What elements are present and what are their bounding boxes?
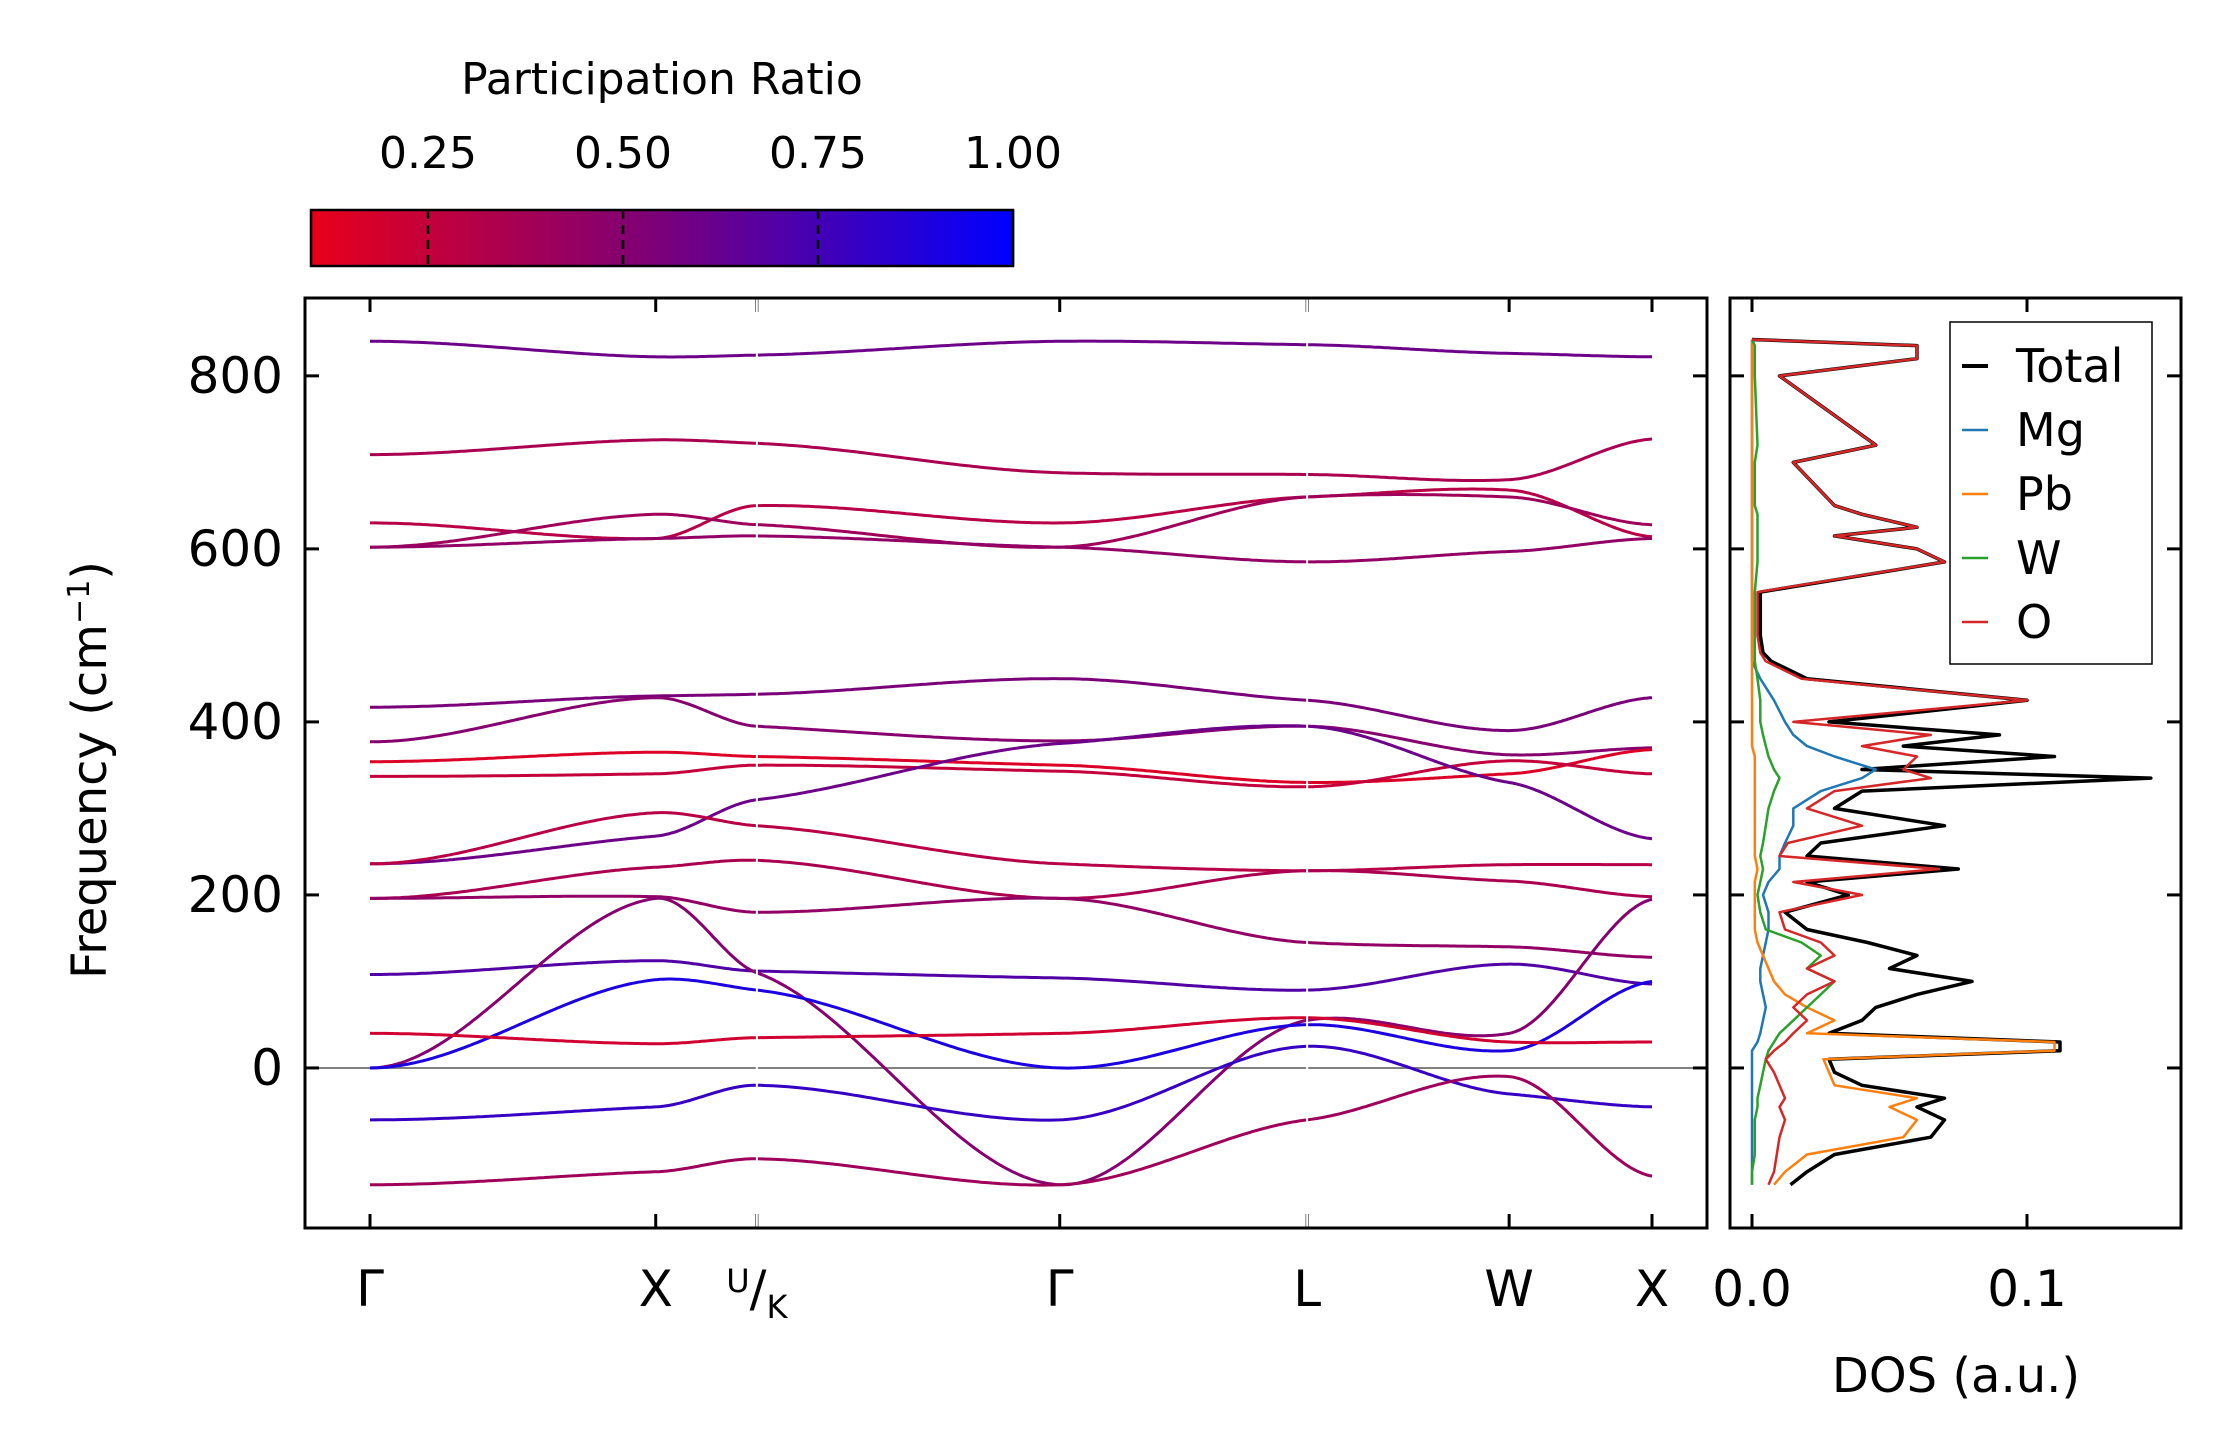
band-b8 [1307, 748, 1653, 784]
band-b2 [1307, 437, 1653, 482]
band-b1 [370, 339, 757, 359]
band-b13 [756, 896, 1308, 944]
band-b19 [756, 1118, 1308, 1187]
y-tick-label: 200 [188, 866, 283, 924]
band-b9 [1307, 759, 1653, 789]
dos-line-w [1750, 338, 1836, 1185]
band-b2 [756, 441, 1308, 476]
k-label: X [1635, 1260, 1669, 1318]
legend-label-total: Total [2015, 339, 2123, 393]
band-b4 [369, 512, 758, 549]
dos-axes-frame [1728, 296, 2183, 1230]
band-b14 [756, 969, 1308, 992]
band-b9 [756, 763, 1308, 789]
band-b15 [1306, 897, 1653, 1038]
band-b6 [1307, 696, 1653, 733]
colorbar-tick-label: 0.25 [379, 128, 477, 179]
legend-label-o: O [2016, 595, 2052, 649]
band-b16 [756, 988, 1308, 1070]
band-b7 [756, 724, 1308, 743]
band-b6 [756, 677, 1308, 702]
legend-label-pb: Pb [2016, 467, 2073, 521]
band-b10 [370, 798, 758, 866]
band-b18 [756, 1044, 1308, 1122]
band-b8 [370, 750, 757, 764]
band-b11 [1307, 863, 1652, 873]
band-b12 [756, 858, 1308, 900]
band-b3 [370, 504, 757, 541]
band-b15 [369, 896, 758, 1070]
band-b14 [1307, 962, 1653, 992]
band-b14 [370, 959, 757, 976]
band-b17 [1307, 1016, 1652, 1045]
colorbar-gradient [309, 208, 1015, 268]
band-b13 [1307, 941, 1652, 959]
y-tick-label: 400 [188, 693, 283, 751]
band-b3 [756, 495, 1308, 525]
k-label: Γ [1046, 1260, 1074, 1318]
band-structure-panel: 0 200 400 600 800 Γ X U/K Γ L W X Frequency (cm−1) [62, 296, 1709, 1326]
band-b1 [756, 339, 1308, 357]
dos-x-axis-label: DOS (a.u.) [1832, 1348, 2080, 1404]
k-label: Γ [356, 1260, 384, 1318]
band-b16 [1307, 979, 1653, 1053]
colorbar-tick-label: 0.50 [574, 128, 672, 179]
band-b5 [756, 534, 1308, 564]
band-b19 [370, 1157, 757, 1187]
colorbar-title: Participation Ratio [461, 54, 863, 105]
band-b17 [369, 1031, 757, 1046]
band-b16 [369, 977, 758, 1070]
colorbar-tick-label: 1.00 [964, 128, 1062, 179]
band-b13 [370, 894, 757, 914]
band-b4 [1306, 493, 1653, 527]
band-b11 [756, 824, 1308, 873]
dos-line-o [1751, 338, 2029, 1186]
band-b18 [1307, 1044, 1653, 1109]
y-tick-label: 0 [251, 1039, 283, 1097]
band-b19 [1306, 1074, 1653, 1178]
dos-line-pb [1750, 339, 2056, 1186]
band-b18 [370, 1083, 757, 1122]
dos-x-tick-label: 0.1 [1987, 1260, 2067, 1318]
legend-label-mg: Mg [2016, 403, 2085, 457]
band-b12 [1307, 869, 1653, 899]
colorbar-tick-label: 0.75 [769, 128, 867, 179]
band-b8 [756, 755, 1308, 784]
colorbar: Participation Ratio 0.25 0.50 0.75 1.00 [309, 54, 1062, 268]
band-b9 [370, 763, 757, 778]
band-b12 [370, 858, 757, 900]
y-axis-label: Frequency (cm−1) [62, 561, 119, 979]
dos-panel: 0.0 0.1 DOS (a.u.) Total Mg Pb WO [1712, 296, 2183, 1404]
band-b15 [756, 971, 1308, 1187]
band-b5 [370, 534, 757, 549]
band-b2 [370, 438, 757, 457]
y-tick-label: 600 [188, 520, 283, 578]
band-b7 [1307, 724, 1652, 757]
band-axes-frame [303, 296, 1709, 1230]
band-b10 [1306, 724, 1653, 841]
band-b10 [756, 724, 1308, 802]
band-b6 [370, 692, 757, 709]
k-label: U/K [726, 1260, 788, 1326]
k-label: X [639, 1260, 673, 1318]
k-label: W [1484, 1260, 1533, 1318]
band-b17 [756, 1016, 1308, 1040]
band-b11 [370, 811, 758, 866]
dos-x-tick-label: 0.0 [1712, 1260, 1792, 1318]
dos-legend: Total Mg Pb WO [1949, 321, 2153, 665]
band-b7 [370, 696, 758, 744]
band-b5 [1307, 537, 1653, 564]
band-b1 [1307, 343, 1652, 359]
legend-label-w: W [2016, 531, 2061, 585]
y-tick-label: 800 [188, 347, 283, 405]
k-label: L [1293, 1260, 1321, 1318]
